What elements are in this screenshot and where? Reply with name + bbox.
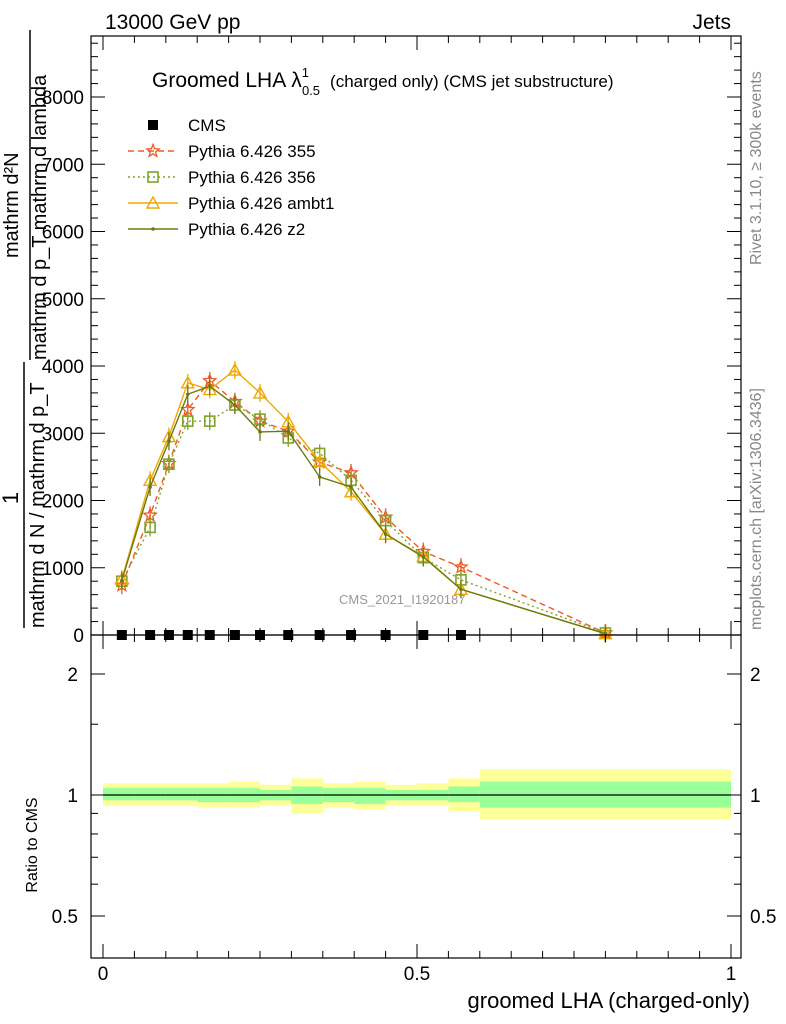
data-point-z2	[185, 392, 190, 397]
legend-label: Pythia 6.426 356	[188, 168, 316, 187]
data-point-ambt1	[252, 385, 268, 399]
legend-marker	[145, 195, 161, 209]
ylabel-main: 1 mathrm d N / mathrm d p_T mathrm d²N m…	[0, 30, 51, 628]
xtick-label: 0	[98, 964, 109, 985]
ratio-band-inner	[354, 788, 386, 804]
ratio-band-inner	[134, 788, 166, 801]
ytick-label: 2000	[42, 492, 84, 513]
series-z2	[120, 377, 608, 643]
mcplots-label: mcplots.cern.ch [arXiv:1306.3436]	[748, 388, 765, 630]
legend-marker	[148, 120, 158, 130]
rivet-label: Rivet 3.1.10, ≥ 300k events	[748, 71, 765, 265]
xtick-label: 0.5	[404, 964, 430, 985]
ratio-band-inner	[448, 786, 480, 803]
data-point-z2	[167, 439, 171, 444]
ytick-label: 4000	[42, 357, 84, 378]
data-point-p355	[453, 558, 469, 574]
ratio-ytick-label: 2	[67, 665, 78, 686]
main-title: Groomed LHA λ1 0.5 (charged only) (CMS jet …	[152, 65, 613, 98]
data-point-p356	[203, 415, 216, 427]
data-point-p356	[144, 521, 156, 534]
ytick-label: 3000	[42, 424, 84, 445]
ratio-ytick-label-right: 2	[750, 665, 761, 686]
main-title-rest: (charged only) (CMS jet substructure)	[330, 72, 613, 91]
ytick-label: 7000	[42, 155, 84, 176]
main-title-text: Groomed LHA	[152, 69, 286, 92]
ylabel-top: mathrm d²N	[1, 152, 23, 258]
legend-item-p355: Pythia 6.426 355	[128, 142, 316, 161]
ratio-ytick-label-right: 0.5	[750, 907, 776, 928]
ratio-band-inner	[165, 788, 198, 801]
main-title-sup: 1	[302, 65, 309, 80]
ratio-ylabel: Ratio to CMS	[24, 797, 41, 892]
ytick-label: 5000	[42, 290, 84, 311]
series-line-p355	[121, 379, 606, 634]
data-point-z2	[148, 485, 152, 489]
data-point-z2	[317, 475, 322, 479]
data-point-z2	[233, 403, 237, 407]
energy-label: 13000 GeV pp	[105, 11, 240, 34]
ytick-label: 8000	[42, 88, 84, 109]
data-point-z2	[286, 429, 291, 434]
ratio-ytick-label-right: 1	[750, 786, 761, 807]
ytick-label: 6000	[42, 223, 84, 244]
data-point-p356	[181, 415, 194, 427]
legend-label: CMS	[188, 116, 226, 135]
ratio-ytick-label: 0.5	[52, 907, 78, 928]
ylabel-bottom: mathrm d p_T mathrm d lambda	[29, 74, 51, 360]
legend-marker	[151, 227, 155, 231]
series-line-p356	[121, 404, 606, 634]
ytick-label: 1000	[42, 559, 84, 580]
data-point-z2	[207, 384, 212, 388]
legend-item-ambt1: Pythia 6.426 ambt1	[128, 194, 334, 213]
data-point-z2	[120, 578, 124, 583]
legend: CMS Pythia 6.426 355 Pythia 6.426 356 Pythi…	[128, 116, 334, 239]
data-point-z2	[421, 555, 426, 559]
series-line-z2	[121, 385, 606, 635]
xtick-label: 1	[726, 964, 737, 985]
data-point-z2	[258, 430, 262, 434]
data-point-ambt1	[312, 454, 327, 468]
main-title-sub: 0.5	[302, 83, 320, 98]
data-point-z2	[383, 532, 388, 536]
data-point-ambt1	[227, 362, 243, 376]
legend-item-cms: CMS	[148, 116, 226, 135]
ytick-label: 0	[73, 626, 84, 647]
xlabel: groomed LHA (charged-only)	[468, 988, 750, 1013]
data-point-z2	[459, 587, 463, 592]
legend-item-p356: Pythia 6.426 356	[128, 168, 316, 187]
ylabel-fraction-1: 1	[0, 492, 23, 504]
ylabel-fraction-den: mathrm d N / mathrm d p_T	[27, 382, 49, 628]
ratio-plot-frame	[90, 634, 742, 959]
legend-label: Pythia 6.426 ambt1	[188, 194, 334, 213]
data-point-z2	[349, 485, 353, 489]
watermark: CMS_2021_I1920187	[339, 592, 466, 607]
legend-marker	[145, 142, 161, 158]
legend-label: Pythia 6.426 z2	[188, 220, 305, 239]
legend-marker	[147, 171, 159, 183]
data-point-p356	[163, 458, 175, 470]
legend-label: Pythia 6.426 355	[188, 142, 316, 161]
legend-item-z2: Pythia 6.426 z2	[128, 220, 305, 239]
main-title-lambda: λ	[291, 69, 302, 92]
ratio-band-inner	[103, 788, 135, 801]
category-label: Jets	[692, 11, 731, 34]
ratio-ytick-label: 1	[67, 786, 78, 807]
